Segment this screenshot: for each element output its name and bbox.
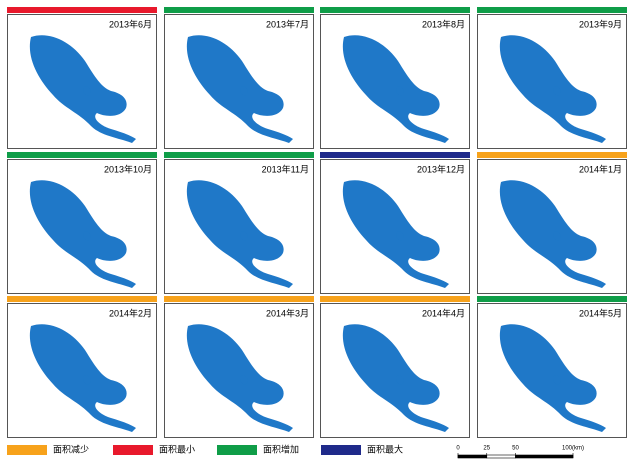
- legend-label: 面积减少: [53, 443, 89, 454]
- panel: 2013年12月: [320, 152, 470, 294]
- panel-label: 2014年4月: [422, 307, 465, 318]
- panel-label: 2013年12月: [417, 163, 465, 174]
- status-bar: [320, 296, 470, 302]
- panel-label: 2014年5月: [579, 307, 622, 318]
- legend-label: 面积增加: [263, 443, 299, 454]
- status-bar: [164, 7, 314, 13]
- status-bar: [477, 296, 627, 302]
- status-bar: [164, 296, 314, 302]
- status-bar: [477, 7, 627, 13]
- scale-segment: [515, 454, 574, 459]
- status-bar: [7, 296, 157, 302]
- status-bar: [164, 152, 314, 158]
- legend-swatch: [321, 445, 361, 455]
- panel-label: 2014年1月: [579, 163, 622, 174]
- scale-label: 0: [456, 446, 460, 452]
- panel: 2013年8月: [320, 7, 470, 149]
- status-bar: [320, 7, 470, 13]
- status-bar: [320, 152, 470, 158]
- status-bar: [7, 152, 157, 158]
- panel: 2013年10月: [7, 152, 157, 294]
- legend-swatch: [217, 445, 257, 455]
- scale-label: 25: [483, 446, 490, 452]
- panel-label: 2013年8月: [422, 18, 465, 29]
- panel: 2014年1月: [477, 152, 627, 294]
- panel: 2014年3月: [164, 296, 314, 438]
- panel: 2014年2月: [7, 296, 157, 438]
- scale-label: 50: [512, 446, 519, 452]
- legend-label: 面积最大: [367, 443, 403, 454]
- legend-label: 面积最小: [159, 443, 195, 454]
- panel-label: 2013年6月: [109, 18, 152, 29]
- panel: 2013年7月: [164, 7, 314, 149]
- status-bar: [477, 152, 627, 158]
- panel: 2013年11月: [164, 152, 314, 294]
- panel-label: 2013年10月: [104, 163, 152, 174]
- panel: 2014年5月: [477, 296, 627, 438]
- panel-label: 2014年3月: [266, 307, 309, 318]
- panel-label: 2013年9月: [579, 18, 622, 29]
- panel-label: 2013年7月: [266, 18, 309, 29]
- panel: 2013年9月: [477, 7, 627, 149]
- status-bar: [7, 7, 157, 13]
- panel: 2014年4月: [320, 296, 470, 438]
- panel-label: 2014年2月: [109, 307, 152, 318]
- panel-label: 2013年11月: [262, 163, 309, 174]
- legend-swatch: [7, 445, 47, 455]
- scale-label: 100(km): [562, 446, 584, 452]
- legend-swatch: [113, 445, 153, 455]
- scale-segment: [486, 454, 516, 459]
- panel: 2013年6月: [7, 7, 157, 149]
- scale-segment: [457, 454, 488, 459]
